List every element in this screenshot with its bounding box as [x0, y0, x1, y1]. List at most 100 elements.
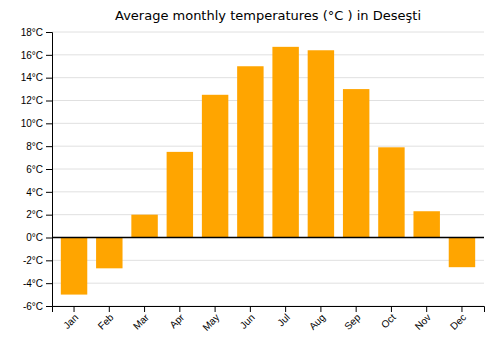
y-tick: 0°C	[26, 232, 52, 243]
x-tick-label: Jan	[61, 312, 80, 331]
y-tick: 8°C	[26, 141, 52, 152]
bar	[202, 95, 228, 238]
grid-line	[52, 146, 484, 147]
y-tick-mark	[46, 78, 52, 79]
bar	[378, 147, 404, 237]
grid-line	[52, 100, 484, 101]
y-tick-label: -2°C	[23, 255, 43, 266]
y-tick: -2°C	[23, 255, 52, 266]
x-tick: Jul	[275, 306, 292, 328]
bar	[96, 238, 122, 269]
grid-line	[52, 191, 484, 192]
x-tick-mark	[109, 306, 110, 312]
grid-line	[52, 32, 484, 33]
y-axis: -6°C -4°C -2°C 0°C 2°C 4°C 6°C 8°C 10°C 12°C 14°C 1…	[21, 27, 53, 312]
x-tick: Dec	[448, 306, 468, 332]
y-tick-label: 16°C	[21, 50, 43, 61]
grid	[52, 32, 484, 306]
y-tick: 16°C	[21, 50, 52, 61]
x-tick-label: Aug	[307, 312, 327, 332]
y-tick-label: 8°C	[26, 141, 43, 152]
y-tick-label: 12°C	[21, 95, 43, 106]
x-tick: Aug	[307, 306, 327, 332]
y-tick-mark	[46, 192, 52, 193]
y-tick-mark	[46, 260, 52, 261]
x-tick-mark	[250, 306, 251, 312]
y-tick-mark	[46, 101, 52, 102]
x-tick-mark	[285, 306, 286, 312]
y-tick-label: -4°C	[23, 278, 43, 289]
x-tick-label: Feb	[96, 311, 116, 331]
x-tick-mark	[144, 306, 145, 312]
x-tick: Nov	[413, 306, 433, 332]
y-tick: 4°C	[26, 187, 52, 198]
x-tick: Oct	[379, 306, 398, 330]
y-tick: 2°C	[26, 209, 52, 220]
x-tick-mark	[320, 306, 321, 312]
bar	[343, 89, 369, 237]
y-tick-label: 6°C	[26, 164, 43, 175]
plot: -6°C -4°C -2°C 0°C 2°C 4°C 6°C 8°C 10°C 12°C 14°C 1…	[21, 27, 485, 333]
grid-line	[52, 283, 484, 284]
bar	[272, 47, 298, 238]
x-tick-mark	[74, 306, 75, 312]
x-tick: May	[200, 306, 221, 333]
x-tick-label: Oct	[379, 312, 398, 331]
y-tick-mark	[46, 55, 52, 56]
y-tick-label: 2°C	[26, 209, 43, 220]
grid-line	[52, 169, 484, 170]
x-axis-line	[53, 307, 485, 313]
x-tick-mark	[179, 306, 180, 312]
x-tick-label: Jul	[275, 312, 292, 329]
y-tick-mark	[46, 123, 52, 124]
y-tick-label: 10°C	[21, 118, 43, 129]
y-tick-label: 0°C	[26, 232, 43, 243]
bar	[449, 238, 475, 268]
y-tick-mark	[46, 283, 52, 284]
y-tick: 6°C	[26, 164, 52, 175]
y-axis-line	[46, 33, 53, 307]
zero-line	[52, 237, 484, 239]
x-tick-mark	[215, 306, 216, 312]
x-tick: Mar	[131, 306, 151, 332]
x-tick-label: Nov	[413, 312, 433, 332]
y-tick-label: 4°C	[26, 187, 43, 198]
y-tick-mark	[46, 306, 52, 307]
title: Average monthly temperatures (°C ) in De…	[115, 8, 421, 23]
bar	[167, 152, 193, 238]
bar	[308, 50, 334, 237]
y-tick-mark	[46, 146, 52, 147]
y-tick: 18°C	[21, 27, 52, 38]
y-tick-mark	[46, 32, 52, 33]
bars	[61, 47, 475, 295]
chart: -6°C -4°C -2°C 0°C 2°C 4°C 6°C 8°C 10°C 12°C 14°C 1…	[0, 0, 500, 350]
grid-line	[52, 237, 484, 238]
y-tick: -4°C	[23, 278, 52, 289]
bar	[131, 215, 157, 238]
bar	[413, 211, 439, 237]
x-tick-label: May	[200, 312, 221, 333]
x-tick: Jun	[238, 306, 257, 331]
y-tick-label: 14°C	[21, 72, 43, 83]
y-tick-mark	[46, 215, 52, 216]
x-tick-mark	[461, 306, 462, 312]
y-tick-label: -6°C	[23, 301, 43, 312]
x-tick-label: Mar	[131, 311, 151, 331]
x-tick-mark	[391, 306, 392, 312]
y-tick-label: 18°C	[21, 27, 43, 38]
x-tick-mark	[426, 306, 427, 312]
x-axis: Jan Feb Mar Apr May Jun Jul Aug Sep Oct Nov Dec	[53, 306, 485, 333]
x-tick: Jan	[61, 306, 80, 331]
bar	[237, 66, 263, 237]
y-tick: 10°C	[21, 118, 52, 129]
x-tick: Sep	[342, 306, 363, 332]
x-tick: Apr	[167, 306, 186, 330]
y-tick: 14°C	[21, 72, 52, 83]
y-tick: 12°C	[21, 95, 52, 106]
grid-line	[52, 123, 484, 124]
x-tick-label: Dec	[448, 312, 468, 332]
y-tick-mark	[46, 238, 52, 239]
y-tick-mark	[46, 169, 52, 170]
grid-line	[52, 77, 484, 78]
bar	[61, 238, 87, 295]
